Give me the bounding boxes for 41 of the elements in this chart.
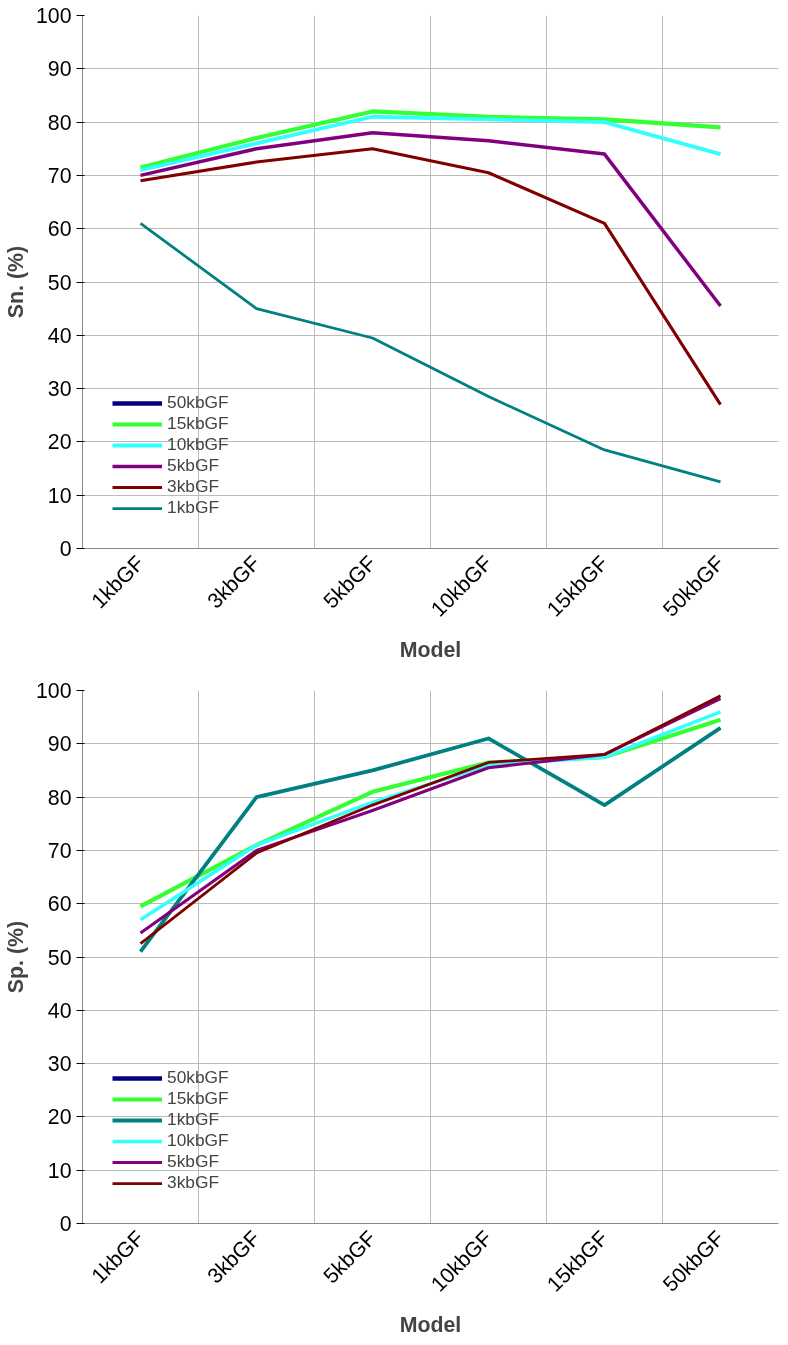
y-tick-label: 70 [47, 163, 72, 188]
line-series [138, 725, 723, 954]
y-tick-label: 90 [47, 57, 72, 82]
y-tick-label: 90 [47, 732, 72, 757]
y-tick-label: 20 [47, 1105, 72, 1130]
legend-label: 1kbGF [167, 1109, 220, 1130]
y-tick-label: 60 [47, 217, 72, 242]
x-axis-title: Model [399, 1313, 462, 1338]
y-axis-title: Sn. (%) [3, 245, 28, 319]
y-tick-label: 10 [47, 1158, 72, 1183]
legend-label: 3kbGF [167, 1172, 220, 1193]
y-tick-label: 0 [59, 1212, 72, 1236]
y-tick-label: 30 [47, 377, 72, 402]
y-tick-label: 40 [47, 998, 72, 1023]
y-tick-label: 10 [47, 483, 72, 508]
y-tick-label: 80 [47, 110, 72, 135]
legend-label: 10kbGF [167, 434, 229, 455]
legend-label: 5kbGF [167, 1151, 220, 1172]
legend-label: 1kbGF [167, 497, 220, 518]
x-axis-title: Model [399, 638, 462, 663]
y-tick-label: 30 [47, 1052, 72, 1077]
legend-label: 10kbGF [167, 1130, 229, 1151]
legend-label: 3kbGF [167, 476, 220, 497]
y-tick-label: 0 [59, 537, 72, 561]
y-tick-label: 100 [35, 679, 72, 703]
y-tick-label: 100 [35, 4, 72, 28]
legend-label: 5kbGF [167, 455, 220, 476]
legend-label: 15kbGF [167, 413, 229, 434]
y-tick-label: 80 [47, 785, 72, 810]
legend-label: 50kbGF [167, 1067, 229, 1088]
y-tick-label: 20 [47, 430, 72, 455]
y-axis-title: Sp. (%) [3, 920, 28, 994]
y-tick-label: 40 [47, 323, 72, 348]
y-tick-label: 60 [47, 892, 72, 917]
legend-label: 15kbGF [167, 1088, 229, 1109]
line-series [138, 147, 723, 407]
y-tick-label: 50 [47, 270, 72, 295]
line-series [138, 131, 723, 308]
y-tick-label: 50 [47, 945, 72, 970]
legend-label: 50kbGF [167, 392, 229, 413]
y-tick-label: 70 [47, 838, 72, 863]
